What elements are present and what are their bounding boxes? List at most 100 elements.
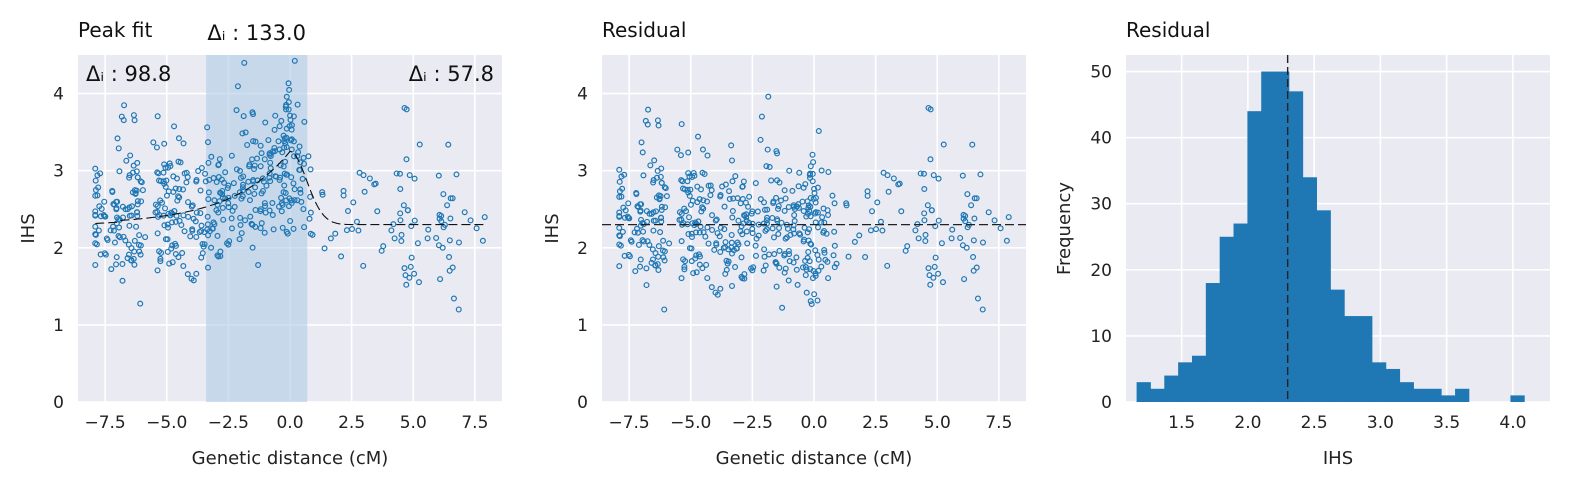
scatter-point	[927, 281, 934, 288]
scatter-point	[288, 174, 295, 181]
scatter-point	[184, 174, 191, 181]
residual-scatter-panel: −7.5 −5.0 −2.5 0.0 2.5 5.0 7.5 0 1 2 3 4 Residual G…	[542, 18, 1026, 469]
scatter-point	[446, 254, 453, 261]
scatter-point	[118, 113, 125, 120]
scatter-point	[970, 237, 977, 244]
scatter-point	[650, 179, 657, 186]
scatter-point	[985, 209, 992, 216]
scatter-point	[729, 282, 736, 289]
peak-fit-x-axis-label: Genetic distance (cM)	[192, 448, 389, 469]
scatter-point	[189, 226, 196, 233]
scatter-point	[188, 203, 195, 210]
histogram-bar	[1427, 388, 1442, 402]
x-tick-label: −5.0	[146, 413, 187, 433]
scatter-point	[204, 213, 211, 220]
scatter-point	[807, 298, 814, 305]
scatter-point	[281, 138, 288, 145]
residual-histogram-ticks: 1.5 2.0 2.5 3.0 3.5 4.0 0 10 20 30 40 50	[1090, 63, 1526, 433]
scatter-point	[294, 101, 301, 108]
x-tick-label: 2.5	[862, 413, 889, 433]
scatter-point	[621, 171, 628, 178]
scatter-point	[283, 93, 290, 100]
scatter-point	[638, 139, 645, 146]
scatter-point	[258, 150, 265, 157]
histogram-bar	[1150, 388, 1165, 402]
scatter-point	[126, 222, 133, 229]
scatter-point	[307, 209, 314, 216]
scatter-point	[272, 112, 279, 119]
scatter-point	[616, 178, 623, 185]
scatter-point	[744, 240, 751, 247]
scatter-point	[241, 59, 248, 66]
scatter-point	[973, 264, 980, 271]
annotation-center: Δᵢ : 133.0	[207, 21, 306, 45]
scatter-point	[301, 118, 308, 125]
scatter-point	[216, 198, 223, 205]
scatter-point	[271, 126, 278, 133]
scatter-point	[963, 244, 970, 251]
scatter-point	[781, 207, 788, 214]
scatter-point	[215, 209, 222, 216]
scatter-point	[658, 218, 665, 225]
scatter-point	[974, 295, 981, 302]
scatter-point	[281, 182, 288, 189]
scatter-point	[638, 216, 645, 223]
scatter-point	[904, 243, 911, 250]
scatter-point	[157, 255, 164, 262]
scatter-point	[282, 189, 289, 196]
scatter-point	[261, 229, 268, 236]
scatter-point	[198, 164, 205, 171]
scatter-point	[766, 163, 773, 170]
y-tick-label: 3	[53, 162, 64, 182]
scatter-point	[864, 188, 871, 195]
scatter-point	[453, 171, 460, 178]
histogram-bar	[1191, 355, 1207, 402]
scatter-point	[681, 266, 688, 273]
scatter-point	[699, 265, 706, 272]
scatter-point	[790, 259, 797, 266]
scatter-point	[938, 240, 945, 247]
scatter-point	[236, 236, 243, 243]
scatter-point	[789, 187, 796, 194]
scatter-point	[178, 221, 185, 228]
scatter-point	[660, 237, 667, 244]
scatter-point	[461, 209, 468, 216]
scatter-point	[694, 183, 701, 190]
scatter-point	[397, 217, 404, 224]
scatter-point	[219, 191, 226, 198]
scatter-point	[770, 234, 777, 241]
scatter-point	[663, 193, 670, 200]
scatter-point	[210, 175, 217, 182]
scatter-point	[750, 264, 757, 271]
scatter-point	[703, 261, 710, 268]
residual-histogram-panel: 1.5 2.0 2.5 3.0 3.5 4.0 0 10 20 30 40 50 Residual I…	[1054, 18, 1550, 469]
scatter-point	[650, 217, 657, 224]
scatter-point	[979, 306, 986, 313]
residual-scatter-title: Residual	[602, 18, 686, 42]
scatter-point	[134, 174, 141, 181]
scatter-point	[700, 197, 707, 204]
scatter-point	[782, 195, 789, 202]
scatter-point	[401, 104, 408, 111]
scatter-point	[807, 170, 814, 177]
scatter-point	[790, 222, 797, 229]
peak-fit-y-axis-label: IHS	[18, 213, 39, 243]
scatter-point	[216, 156, 223, 163]
scatter-point	[175, 135, 182, 142]
histogram-bar	[1316, 210, 1331, 402]
scatter-point	[961, 276, 968, 283]
scatter-point	[408, 223, 415, 230]
scatter-point	[296, 143, 303, 150]
scatter-point	[277, 174, 284, 181]
scatter-point	[806, 226, 813, 233]
scatter-point	[266, 207, 273, 214]
scatter-point	[187, 233, 194, 240]
scatter-point	[743, 217, 750, 224]
scatter-point	[726, 196, 733, 203]
scatter-point	[287, 217, 294, 224]
scatter-point	[692, 229, 699, 236]
scatter-point	[691, 172, 698, 179]
scatter-point	[92, 177, 99, 184]
scatter-point	[935, 270, 942, 277]
